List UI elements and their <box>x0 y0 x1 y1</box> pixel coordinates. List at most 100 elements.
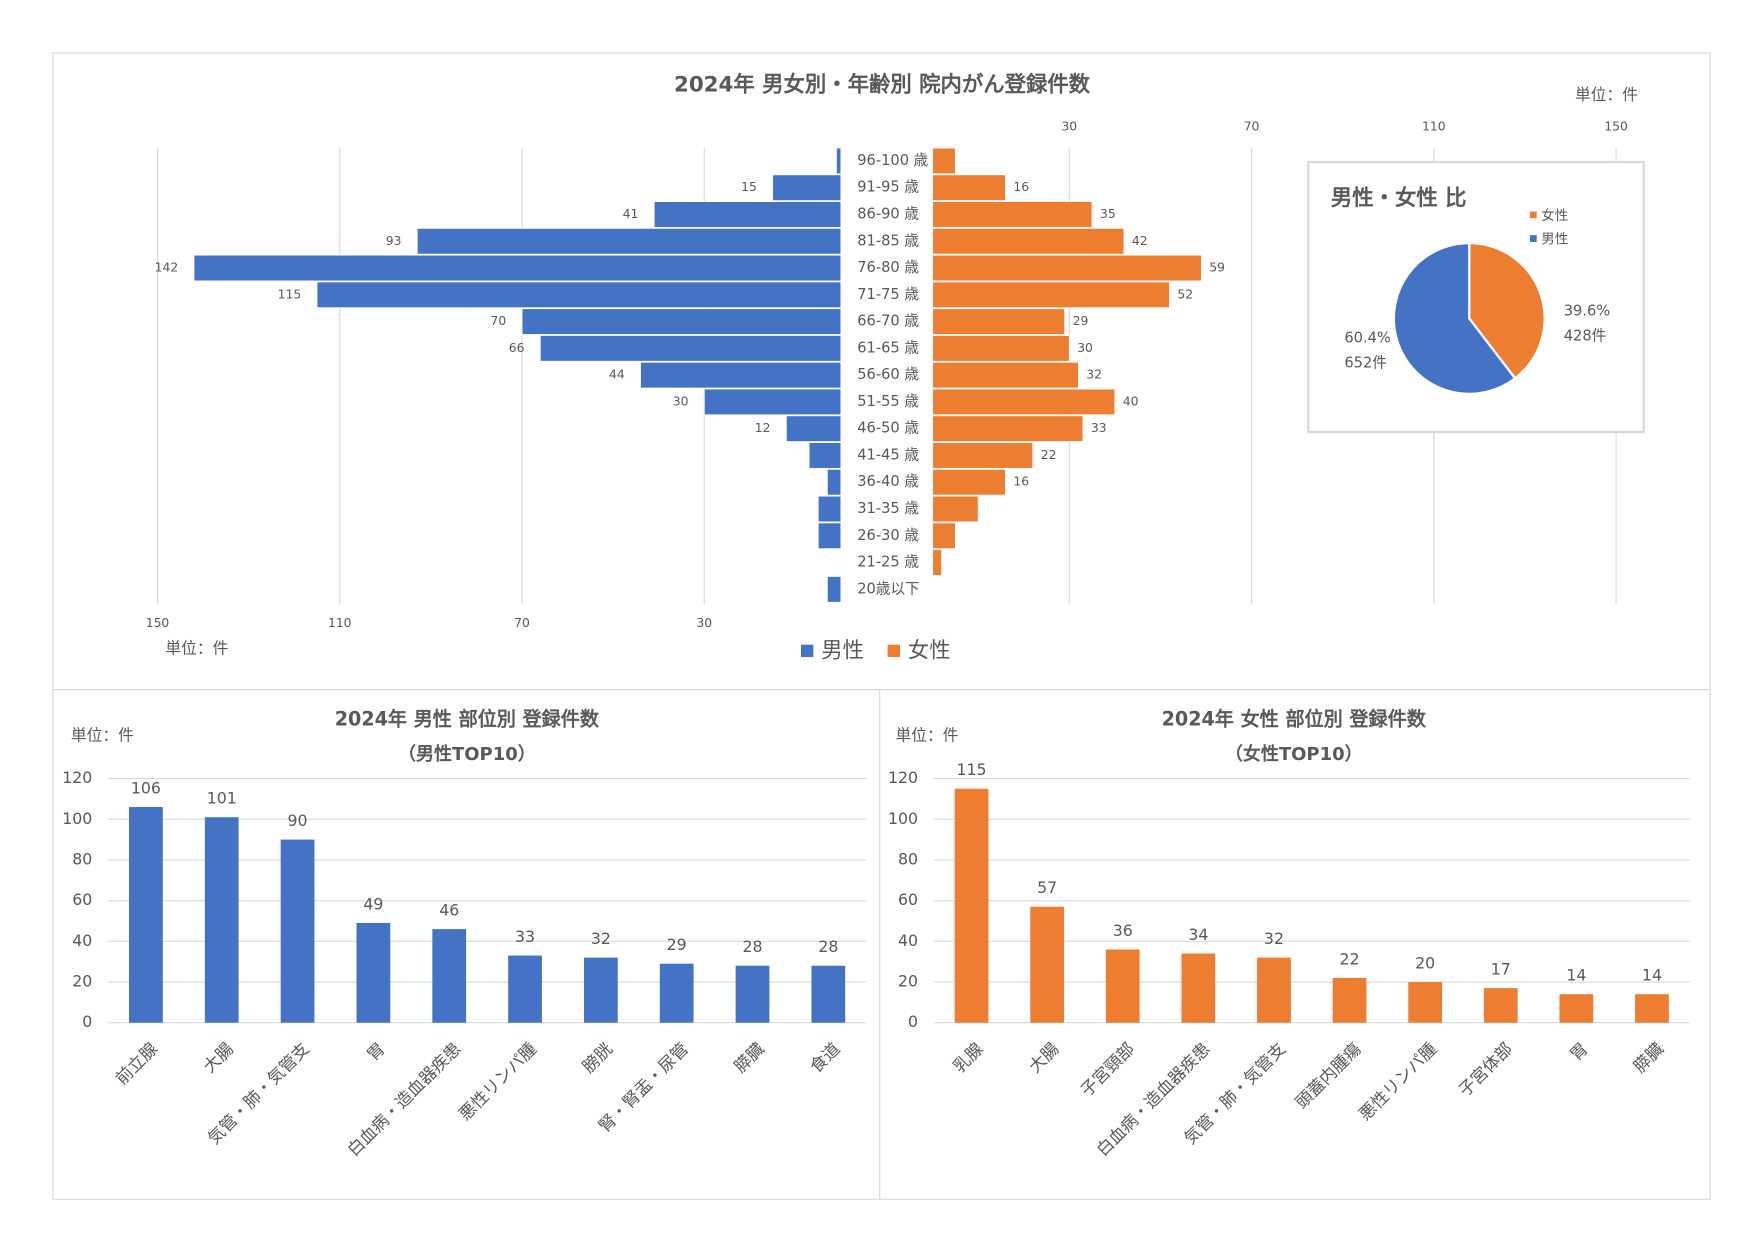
data-label: 12 <box>755 421 771 435</box>
data-label: 59 <box>1209 261 1225 275</box>
x-tick-label: 150 <box>1604 120 1628 134</box>
legend-label: 女性 <box>908 638 951 663</box>
data-label: 42 <box>1132 234 1148 248</box>
category-label: 66-70 歳 <box>857 313 919 330</box>
category-label: 51-55 歳 <box>857 393 919 410</box>
bar <box>932 468 1006 496</box>
data-label: 22 <box>1041 448 1057 462</box>
bar <box>129 807 163 1023</box>
category-label: 46-50 歳 <box>857 420 919 437</box>
y-tick-label: 40 <box>898 931 918 950</box>
x-tick-label: 110 <box>1422 120 1446 134</box>
pie-label: 39.6% <box>1564 303 1611 320</box>
bar <box>826 575 842 603</box>
legend-label: 男性 <box>821 638 864 663</box>
y-tick-label: 40 <box>72 931 92 950</box>
data-label: 20 <box>1415 954 1435 973</box>
bar <box>735 965 770 1023</box>
bar <box>703 388 842 416</box>
category-label: 41-45 歳 <box>857 446 919 463</box>
bar <box>356 923 391 1023</box>
data-label: 90 <box>288 811 308 830</box>
bar <box>932 442 1034 469</box>
chart-subtitle: （女性TOP10） <box>1225 743 1363 765</box>
category-label: 81-85 歳 <box>857 232 919 249</box>
data-label: 66 <box>509 341 525 355</box>
category-label: 31-35 歳 <box>857 500 919 517</box>
bar <box>539 334 842 362</box>
legend-swatch <box>887 644 900 658</box>
data-label: 29 <box>1073 314 1089 328</box>
bar <box>416 227 842 255</box>
bar <box>785 415 842 443</box>
y-tick-label: 80 <box>898 849 918 868</box>
data-label: 32 <box>1086 368 1102 382</box>
bar <box>932 201 1093 228</box>
data-label: 101 <box>207 789 237 808</box>
data-label: 29 <box>667 935 687 954</box>
bar <box>932 522 956 550</box>
data-label: 35 <box>1100 207 1116 221</box>
pie-label: 652件 <box>1344 354 1387 371</box>
data-label: 33 <box>515 927 535 946</box>
y-tick-label: 0 <box>908 1012 918 1031</box>
bar <box>772 174 842 202</box>
data-label: 93 <box>386 234 402 248</box>
unit-label: 単位：件 <box>896 725 959 744</box>
y-tick-label: 100 <box>888 809 918 828</box>
unit-label: 単位：件 <box>165 639 228 658</box>
data-label: 15 <box>741 180 757 194</box>
bar <box>835 147 842 175</box>
data-label: 57 <box>1037 878 1057 897</box>
bar <box>640 361 842 389</box>
panel <box>52 689 881 1200</box>
bar <box>932 174 1006 202</box>
chart-title: 2024年 女性 部位別 登録件数 <box>1162 708 1427 731</box>
chart-subtitle: （男性TOP10） <box>398 743 536 765</box>
category-label: 21-25 歳 <box>857 554 919 571</box>
data-label: 49 <box>363 895 383 914</box>
data-label: 41 <box>623 207 639 221</box>
pie-slice <box>1392 241 1517 395</box>
bar <box>432 929 467 1023</box>
category-label: 96-100 歳 <box>857 152 928 169</box>
data-label: 14 <box>1642 966 1662 985</box>
bar <box>932 549 943 576</box>
y-tick-label: 120 <box>888 768 918 787</box>
data-label: 115 <box>957 760 987 779</box>
bar <box>521 308 842 335</box>
category-label: 86-90 歳 <box>857 205 919 222</box>
x-tick-label: 70 <box>1244 120 1260 134</box>
data-label: 36 <box>1113 921 1133 940</box>
data-label: 16 <box>1013 180 1029 194</box>
chart-title: 2024年 男性 部位別 登録件数 <box>335 708 600 731</box>
y-tick-label: 20 <box>72 972 92 991</box>
category-label: 76-80 歳 <box>857 259 919 276</box>
y-tick-label: 60 <box>72 890 92 909</box>
data-label: 32 <box>591 929 611 948</box>
bar <box>932 308 1066 335</box>
data-label: 70 <box>491 314 507 328</box>
pie-label: 428件 <box>1564 327 1607 344</box>
pie-label: 60.4% <box>1344 330 1391 347</box>
legend-swatch <box>801 644 814 658</box>
bar <box>1559 994 1594 1023</box>
bar <box>932 495 979 523</box>
y-tick-label: 0 <box>82 1012 92 1031</box>
x-tick-label: 110 <box>328 616 352 630</box>
category-label: 91-95 歳 <box>857 179 919 196</box>
bar <box>653 201 842 228</box>
bar <box>1030 906 1065 1023</box>
bar <box>811 965 846 1023</box>
unit-label: 単位：件 <box>1575 85 1638 104</box>
x-tick-label: 150 <box>146 616 170 630</box>
data-label: 30 <box>1077 341 1093 355</box>
data-label: 16 <box>1013 475 1029 489</box>
y-tick-label: 100 <box>62 809 92 828</box>
data-label: 30 <box>673 394 689 408</box>
bar <box>954 788 989 1023</box>
bar <box>1257 957 1291 1023</box>
y-tick-label: 120 <box>62 768 92 787</box>
category-label: 36-40 歳 <box>857 473 919 490</box>
